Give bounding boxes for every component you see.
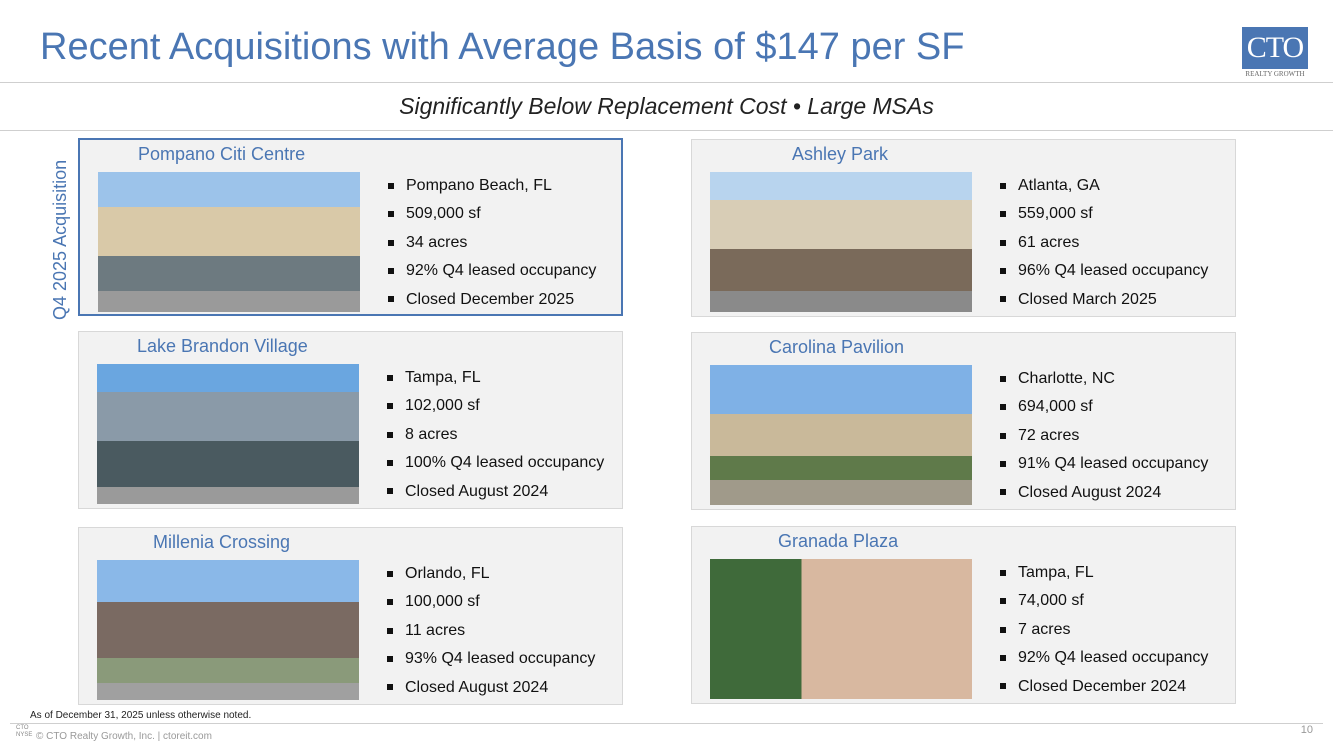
page-number: 10 bbox=[1300, 724, 1313, 736]
property-detail: Charlotte, NC bbox=[1000, 369, 1208, 397]
property-details: Pompano Beach, FL 509,000 sf 34 acres 92% Q… bbox=[388, 176, 596, 318]
property-detail: 93% Q4 leased occupancy bbox=[387, 649, 595, 677]
property-details: Orlando, FL 100,000 sf 11 acres 93% Q4 leas… bbox=[387, 564, 595, 706]
property-detail: 96% Q4 leased occupancy bbox=[1000, 261, 1208, 289]
property-photo bbox=[98, 172, 360, 312]
property-name: Carolina Pavilion bbox=[769, 337, 905, 357]
q4-acquisition-label: Q4 2025 Acquisition bbox=[50, 159, 70, 320]
property-detail: Closed August 2024 bbox=[387, 678, 595, 706]
property-detail: 8 acres bbox=[387, 425, 604, 453]
property-detail: 34 acres bbox=[388, 233, 596, 261]
nyse-logo: CTO NYSE bbox=[16, 725, 33, 738]
property-detail: 102,000 sf bbox=[387, 396, 604, 424]
property-details: Charlotte, NC 694,000 sf 72 acres 91% Q4 le… bbox=[1000, 369, 1208, 511]
property-detail: Closed August 2024 bbox=[387, 482, 604, 510]
property-card: Granada Plaza Tampa, FL 74,000 sf 7 acres 9… bbox=[691, 526, 1236, 704]
property-photo bbox=[710, 172, 972, 312]
property-card: Ashley Park Atlanta, GA 559,000 sf 61 acre… bbox=[691, 139, 1236, 317]
property-detail: 91% Q4 leased occupancy bbox=[1000, 454, 1208, 482]
property-detail: Closed December 2024 bbox=[1000, 677, 1208, 705]
property-name: Ashley Park bbox=[792, 144, 889, 164]
cto-logo-subtitle: REALTY GROWTH bbox=[1245, 70, 1305, 78]
property-photo bbox=[97, 560, 359, 700]
property-details: Tampa, FL 74,000 sf 7 acres 92% Q4 leased o… bbox=[1000, 563, 1208, 705]
property-detail: Orlando, FL bbox=[387, 564, 595, 592]
property-details: Atlanta, GA 559,000 sf 61 acres 96% Q4 leas… bbox=[1000, 176, 1208, 318]
slide-subtitle: Significantly Below Replacement Cost • L… bbox=[399, 93, 934, 119]
property-card: Pompano Citi Centre Pompano Beach, FL 509… bbox=[78, 138, 623, 316]
property-detail: 74,000 sf bbox=[1000, 591, 1208, 619]
property-detail: 7 acres bbox=[1000, 620, 1208, 648]
property-detail: Atlanta, GA bbox=[1000, 176, 1208, 204]
property-card: Millenia Crossing Orlando, FL 100,000 sf 1… bbox=[78, 527, 623, 705]
property-details: Tampa, FL 102,000 sf 8 acres 100% Q4 leased… bbox=[387, 368, 604, 510]
property-photo bbox=[97, 364, 359, 504]
property-detail: 61 acres bbox=[1000, 233, 1208, 261]
footer-copyright: © CTO Realty Growth, Inc. | ctoreit.com bbox=[36, 731, 212, 742]
property-detail: 559,000 sf bbox=[1000, 204, 1208, 232]
property-detail: 72 acres bbox=[1000, 426, 1208, 454]
property-detail: 694,000 sf bbox=[1000, 397, 1208, 425]
property-name: Lake Brandon Village bbox=[137, 336, 308, 356]
property-card: Carolina Pavilion Charlotte, NC 694,000 s… bbox=[691, 332, 1236, 510]
slide-title: Recent Acquisitions with Average Basis o… bbox=[40, 26, 965, 68]
property-name: Granada Plaza bbox=[778, 531, 899, 551]
property-detail: 11 acres bbox=[387, 621, 595, 649]
property-detail: Closed December 2025 bbox=[388, 290, 596, 318]
property-detail: Closed March 2025 bbox=[1000, 290, 1208, 318]
divider bbox=[0, 82, 1333, 83]
divider bbox=[10, 723, 1323, 724]
property-detail: Pompano Beach, FL bbox=[388, 176, 596, 204]
property-detail: 92% Q4 leased occupancy bbox=[388, 261, 596, 289]
property-photo bbox=[710, 559, 972, 699]
property-detail: 92% Q4 leased occupancy bbox=[1000, 648, 1208, 676]
cto-logo: CTO bbox=[1242, 27, 1308, 69]
footnote: As of December 31, 2025 unless otherwise… bbox=[30, 710, 252, 721]
property-photo bbox=[710, 365, 972, 505]
property-detail: Tampa, FL bbox=[387, 368, 604, 396]
property-name: Pompano Citi Centre bbox=[138, 144, 306, 164]
property-detail: Tampa, FL bbox=[1000, 563, 1208, 591]
property-card: Lake Brandon Village Tampa, FL 102,000 sf… bbox=[78, 331, 623, 509]
property-name: Millenia Crossing bbox=[153, 532, 291, 552]
divider bbox=[0, 130, 1333, 131]
property-detail: Closed August 2024 bbox=[1000, 483, 1208, 511]
property-detail: 509,000 sf bbox=[388, 204, 596, 232]
property-detail: 100,000 sf bbox=[387, 592, 595, 620]
property-detail: 100% Q4 leased occupancy bbox=[387, 453, 604, 481]
